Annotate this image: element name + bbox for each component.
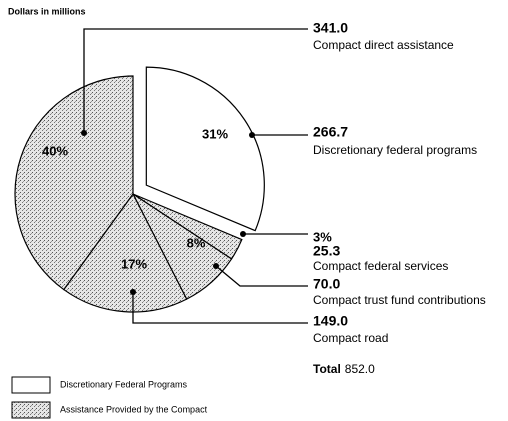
leader-dot — [130, 289, 136, 295]
leader-line — [215, 265, 308, 287]
category-label: Compact road — [313, 331, 388, 345]
total: Total 852.0 — [313, 362, 375, 376]
total-value: 852.0 — [345, 362, 375, 376]
percent-label: 17% — [121, 256, 147, 271]
percent-label: 31% — [202, 126, 228, 141]
leader-dot — [249, 132, 255, 138]
legend-swatch — [11, 376, 51, 394]
value-label: 25.3 — [313, 243, 340, 259]
pie-slice — [62, 192, 188, 313]
leader-dot — [81, 130, 87, 136]
legend-swatch — [11, 401, 51, 419]
total-label: Total — [313, 362, 341, 376]
category-label: Discretionary federal programs — [313, 143, 477, 157]
legend-label: Discretionary Federal Programs — [60, 379, 188, 389]
value-label: 149.0 — [313, 313, 348, 329]
leader-line — [83, 28, 308, 133]
value-label: 266.7 — [313, 124, 348, 140]
leader-dot — [213, 263, 219, 269]
percent-label: 8% — [187, 235, 206, 250]
percent-label: 3% — [313, 229, 332, 244]
leader-dot — [240, 231, 246, 237]
pie-slice — [14, 75, 134, 291]
category-label: Compact trust fund contributions — [313, 293, 486, 307]
legend-label: Assistance Provided by the Compact — [60, 404, 208, 414]
category-label: Compact federal services — [313, 259, 448, 273]
subtitle: Dollars in millions — [8, 6, 86, 16]
percent-label: 40% — [42, 143, 68, 158]
leader-line — [132, 292, 308, 324]
pie-slice — [145, 66, 265, 232]
value-label: 341.0 — [313, 20, 348, 36]
value-label: 70.0 — [313, 276, 340, 292]
category-label: Compact direct assistance — [313, 38, 454, 52]
